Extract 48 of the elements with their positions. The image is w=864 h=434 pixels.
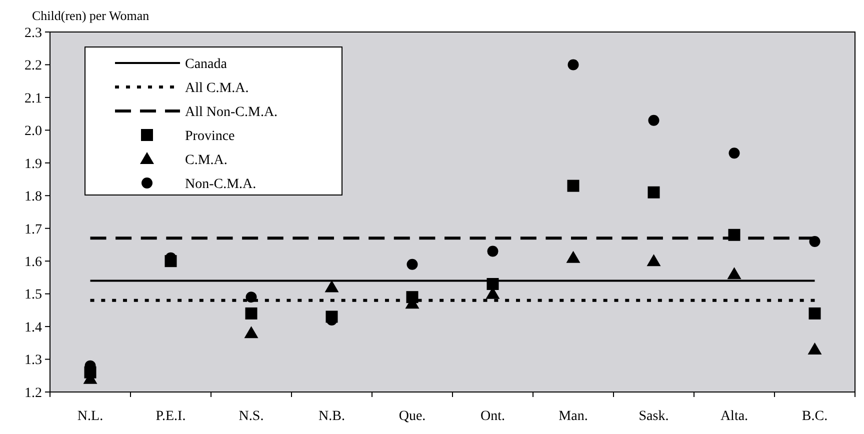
y-tick-label: 1.5 <box>24 288 42 303</box>
y-tick-label: 1.2 <box>24 386 42 401</box>
x-tick-label: N.B. <box>318 409 345 424</box>
y-tick-label: 1.3 <box>24 353 42 368</box>
legend-label: Canada <box>185 56 228 72</box>
y-tick-label: 2.0 <box>24 124 42 140</box>
point <box>646 254 661 266</box>
y-tick-label: 1.6 <box>24 254 42 270</box>
y-tick-label: 1.8 <box>24 190 42 205</box>
y-axis-title: Child(ren) per Woman <box>32 8 150 23</box>
y-tick-label: 1.4 <box>24 320 42 336</box>
legend-label: C.M.A. <box>185 152 228 168</box>
x-tick-label: P.E.I. <box>156 409 186 424</box>
x-tick-label: Sask. <box>638 409 669 424</box>
point <box>246 292 257 303</box>
point <box>728 228 740 241</box>
x-tick-label: N.L. <box>77 409 104 424</box>
y-tick-label: 2.3 <box>24 26 42 41</box>
point <box>808 342 822 354</box>
point <box>727 267 742 280</box>
point <box>324 280 339 292</box>
point <box>808 307 821 320</box>
x-tick-label: N.S. <box>238 409 264 424</box>
x-tick-label: Ont. <box>480 409 505 424</box>
legend-label: Non-C.M.A. <box>185 176 256 192</box>
x-tick-label: Man. <box>558 409 588 424</box>
legend-label: Province <box>185 128 235 144</box>
point <box>406 258 418 270</box>
point <box>648 114 660 126</box>
y-tick-label: 2.1 <box>24 91 42 106</box>
point <box>568 59 579 70</box>
y-tick-label: 1.7 <box>24 222 42 238</box>
legend-label: All Non-C.M.A. <box>185 104 278 120</box>
x-tick-label: B.C. <box>802 409 828 424</box>
point <box>245 307 258 320</box>
point <box>648 186 660 198</box>
point <box>487 246 498 257</box>
point <box>567 180 580 192</box>
x-tick-label: Alta. <box>720 409 748 424</box>
y-tick-label: 2.2 <box>24 58 42 74</box>
point <box>244 326 258 338</box>
point <box>728 148 740 159</box>
legend-label: All C.M.A. <box>185 80 249 96</box>
point <box>809 236 820 247</box>
y-tick-label: 1.9 <box>24 156 42 172</box>
point <box>486 278 499 290</box>
x-tick-label: Que. <box>398 409 426 424</box>
point <box>566 250 580 263</box>
